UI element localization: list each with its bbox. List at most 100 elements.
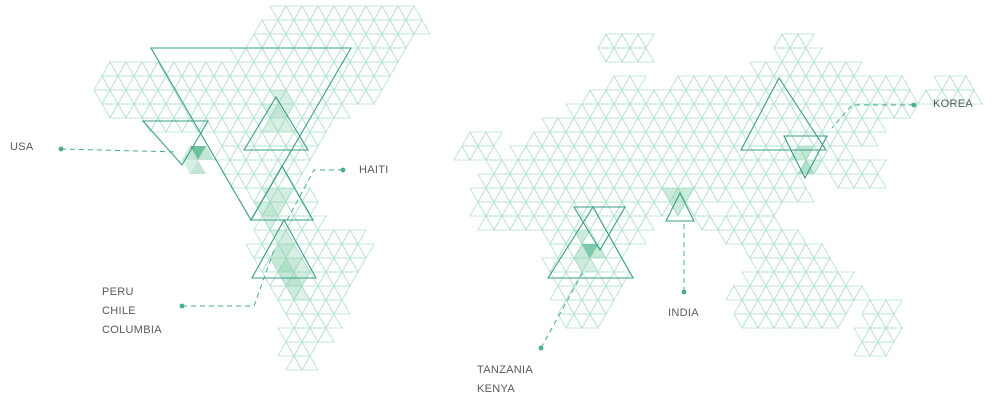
- grid-triangle: [725, 229, 743, 245]
- grid-triangle: [293, 89, 311, 105]
- label-latin-america: PERU CHILE COLUMBIA: [102, 283, 162, 340]
- grid-triangle: [509, 187, 527, 203]
- grid-triangle: [133, 103, 151, 119]
- grid-triangle: [309, 103, 327, 119]
- grid-triangle: [293, 299, 311, 315]
- grid-triangle: [341, 75, 359, 91]
- grid-triangle: [773, 47, 791, 63]
- grid-triangle: [293, 355, 311, 371]
- grid-triangle: [469, 145, 487, 161]
- grid-triangle: [213, 131, 231, 147]
- grid-triangle: [821, 299, 839, 315]
- grid-triangle: [781, 47, 799, 63]
- grid-triangle: [333, 243, 351, 259]
- grid-triangle: [517, 201, 535, 217]
- grid-triangle: [861, 131, 879, 147]
- grid-triangle: [253, 75, 271, 91]
- grid-triangle: [829, 75, 847, 91]
- grid-triangle: [709, 145, 727, 161]
- grid-triangle: [725, 117, 743, 133]
- grid-triangle: [861, 75, 879, 91]
- region-outline: [243, 95, 309, 151]
- grid-triangle: [813, 75, 831, 91]
- grid-triangle: [349, 47, 367, 63]
- grid-triangle: [397, 19, 415, 35]
- grid-triangle: [733, 103, 751, 119]
- grid-triangle: [549, 285, 567, 301]
- grid-triangle: [205, 75, 223, 91]
- grid-triangle: [781, 271, 799, 287]
- grid-triangle: [757, 187, 775, 203]
- grid-triangle: [229, 89, 247, 105]
- region-outline: [250, 164, 314, 221]
- grid-triangle: [605, 159, 623, 175]
- grid-triangle: [701, 159, 719, 175]
- grid-triangle: [789, 187, 807, 203]
- grid-triangle: [597, 271, 615, 287]
- grid-triangle: [765, 131, 783, 147]
- grid-triangle: [749, 257, 767, 273]
- grid-triangle: [229, 159, 247, 175]
- highlight-triangle: [270, 258, 286, 272]
- grid-triangle: [285, 61, 303, 77]
- grid-triangle: [805, 47, 823, 63]
- grid-triangle: [309, 257, 327, 273]
- grid-triangle: [821, 313, 839, 329]
- grid-triangle: [789, 75, 807, 91]
- region-outline: [141, 120, 209, 166]
- grid-triangle: [325, 229, 343, 245]
- grid-triangle: [549, 257, 567, 273]
- grid-triangle: [725, 89, 743, 105]
- grid-triangle: [309, 285, 327, 301]
- grid-triangle: [901, 103, 919, 119]
- grid-triangle: [269, 285, 287, 301]
- grid-triangle: [733, 313, 751, 329]
- grid-triangle: [733, 131, 751, 147]
- grid-triangle: [533, 159, 551, 175]
- highlight-triangle: [670, 188, 686, 202]
- grid-triangle: [357, 5, 375, 21]
- grid-triangle: [677, 103, 695, 119]
- grid-triangle: [565, 173, 583, 189]
- highlight-layer: [182, 90, 822, 300]
- grid-triangle: [509, 159, 527, 175]
- grid-triangle: [613, 201, 631, 217]
- grid-triangle: [269, 61, 287, 77]
- highlight-triangle: [286, 286, 302, 300]
- grid-triangle: [685, 131, 703, 147]
- grid-triangle: [789, 313, 807, 329]
- grid-triangle: [637, 33, 655, 49]
- grid-triangle: [629, 131, 647, 147]
- grid-triangle: [629, 173, 647, 189]
- grid-triangle: [757, 75, 775, 91]
- grid-triangle: [741, 201, 759, 217]
- grid-triangle: [677, 89, 695, 105]
- grid-triangle: [117, 75, 135, 91]
- grid-triangle: [605, 173, 623, 189]
- grid-triangle: [501, 201, 519, 217]
- leader-lines: [58, 102, 917, 351]
- grid-triangle: [669, 117, 687, 133]
- region-outline: [150, 47, 352, 222]
- grid-triangle: [293, 159, 311, 175]
- grid-triangle: [309, 243, 327, 259]
- grid-triangle: [749, 299, 767, 315]
- grid-triangle: [733, 215, 751, 231]
- grid-triangle: [325, 313, 343, 329]
- grid-triangle: [877, 299, 895, 315]
- leader-usa-dot: [58, 146, 64, 152]
- grid-triangle: [325, 103, 343, 119]
- grid-triangle: [797, 187, 815, 203]
- grid-triangle: [621, 47, 639, 63]
- grid-triangle: [725, 75, 743, 91]
- grid-triangle: [789, 285, 807, 301]
- grid-triangle: [669, 131, 687, 147]
- grid-triangle: [853, 341, 871, 357]
- grid-triangle: [589, 201, 607, 217]
- grid-triangle: [469, 187, 487, 203]
- grid-triangle: [357, 19, 375, 35]
- grid-triangle: [365, 61, 383, 77]
- grid-triangle: [229, 145, 247, 161]
- grid-triangle: [621, 33, 639, 49]
- grid-triangle: [869, 327, 887, 343]
